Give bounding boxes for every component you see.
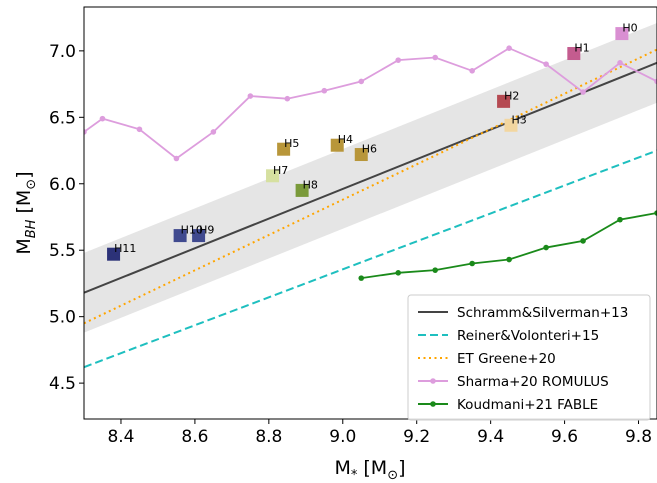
legend: Schramm&Silverman+13 Reiner&Volonteri+15 E…: [407, 294, 651, 421]
halo-label-3: H3: [511, 113, 526, 126]
series-0-point-13: [543, 61, 549, 67]
series-0-point-15: [617, 60, 623, 66]
series-1-point-8: [654, 210, 657, 216]
halo-label-0: H0: [622, 22, 637, 35]
x-tick-label-2: 8.8: [255, 427, 282, 447]
halo-label-1: H1: [574, 42, 589, 55]
halo-marker-9: [192, 229, 206, 243]
y-tick-label-3: 6.0: [49, 175, 76, 195]
series-0-point-2: [136, 126, 143, 133]
series-1-point-4: [506, 256, 512, 263]
x-axis-label: M* [M⊙]: [334, 457, 405, 483]
x-axis-label-sub: *: [351, 468, 358, 483]
halo-label-7: H7: [273, 164, 288, 177]
x-axis: 8.4 8.6 8.8 9.0 9.2 9.4 9.6 9.8: [107, 419, 652, 447]
x-tick-label-1: 8.6: [181, 427, 208, 447]
x-tick-label-7: 9.8: [625, 427, 652, 447]
series-0-point-4: [210, 129, 217, 135]
legend-label-2: ET Greene+20: [457, 351, 556, 367]
series-0-point-12: [506, 45, 512, 51]
x-tick-label-0: 8.4: [107, 427, 134, 447]
x-axis-label-main: M: [334, 457, 350, 479]
halo-label-4: H4: [338, 133, 353, 146]
y-axis-label: MBH [M⊙]: [13, 171, 39, 254]
x-tick-label-5: 9.4: [477, 427, 504, 447]
y-tick-label-4: 6.5: [49, 108, 76, 128]
x-tick-label-6: 9.6: [551, 427, 578, 447]
halo-label-2: H2: [504, 89, 519, 102]
halo-label-9: H9: [199, 224, 214, 237]
halo-label-11: H11: [114, 242, 136, 255]
series-1-point-2: [432, 267, 438, 273]
x-axis-label-unit-open: [M: [357, 457, 387, 479]
series-0-point-3: [173, 155, 180, 162]
halo-marker-8: [295, 183, 309, 197]
series-1-point-5: [543, 244, 549, 251]
series-0-point-10: [432, 54, 438, 61]
halo-label-6: H6: [362, 143, 377, 156]
series-0-point-14: [580, 89, 586, 95]
y-axis-label-sub: BH: [24, 219, 39, 238]
series-0-point-6: [284, 95, 291, 102]
series-0-point-5: [247, 93, 254, 99]
halo-label-8: H8: [303, 178, 318, 191]
plot-frame: [83, 6, 657, 420]
relation-line-2: [84, 48, 657, 325]
series-1-point-6: [580, 238, 586, 244]
series-1-point-0: [358, 275, 365, 281]
halo-marker-11: [107, 247, 121, 261]
halo-marker-1: [567, 47, 581, 61]
y-axis: 4.5 5.0 5.5 6.0 6.5 7.0: [49, 42, 84, 394]
halo-marker-6: [354, 148, 368, 162]
relation-line-1: [84, 149, 657, 369]
series-0-point-7: [321, 87, 328, 94]
halo-marker-10: [173, 229, 187, 243]
y-tick-label-2: 5.5: [49, 241, 76, 261]
y-tick-label-1: 5.0: [49, 308, 76, 328]
legend-label-1: Reiner&Volonteri+15: [457, 328, 599, 344]
series-0-point-0: [84, 129, 87, 135]
halo-marker-5: [277, 142, 291, 156]
relation-line-0: [84, 61, 657, 294]
series-0-point-9: [395, 57, 402, 63]
legend-label-0: Schramm&Silverman+13: [457, 305, 628, 321]
x-axis-label-unit-close: ]: [398, 457, 405, 479]
legend-box: [407, 294, 651, 421]
series-0-point-11: [469, 67, 475, 74]
legend-label-4: Koudmani+21 FABLE: [457, 397, 598, 413]
x-tick-label-4: 9.2: [403, 427, 430, 447]
legend-marker-3: [430, 378, 436, 384]
y-axis-label-unit-close: ]: [13, 171, 35, 178]
halo-marker-0: [615, 27, 629, 41]
y-axis-label-main: M: [13, 238, 35, 254]
halo-marker-3: [504, 118, 518, 132]
y-axis-label-unit-sub: ⊙: [24, 179, 39, 190]
x-tick-label-3: 9.0: [329, 427, 356, 447]
halo-marker-7: [266, 169, 280, 183]
halo-label-10: H10: [181, 224, 203, 237]
halo-marker-2: [497, 94, 511, 108]
x-axis-label-unit-sub: ⊙: [387, 468, 398, 483]
y-tick-label-0: 4.5: [49, 374, 76, 394]
y-tick-label-5: 7.0: [49, 42, 76, 62]
series-0-point-16: [654, 78, 657, 85]
halo-label-5: H5: [284, 137, 299, 150]
series-1-point-7: [617, 216, 623, 223]
series-1-point-3: [469, 260, 475, 267]
y-axis-label-unit-open: [M: [13, 190, 35, 220]
series-1-point-1: [395, 270, 402, 276]
legend-label-3: Sharma+20 ROMULUS: [457, 374, 609, 390]
series-0-point-1: [99, 115, 106, 122]
series-0-point-8: [358, 78, 365, 85]
halo-marker-4: [330, 138, 344, 152]
legend-marker-4: [430, 401, 436, 407]
